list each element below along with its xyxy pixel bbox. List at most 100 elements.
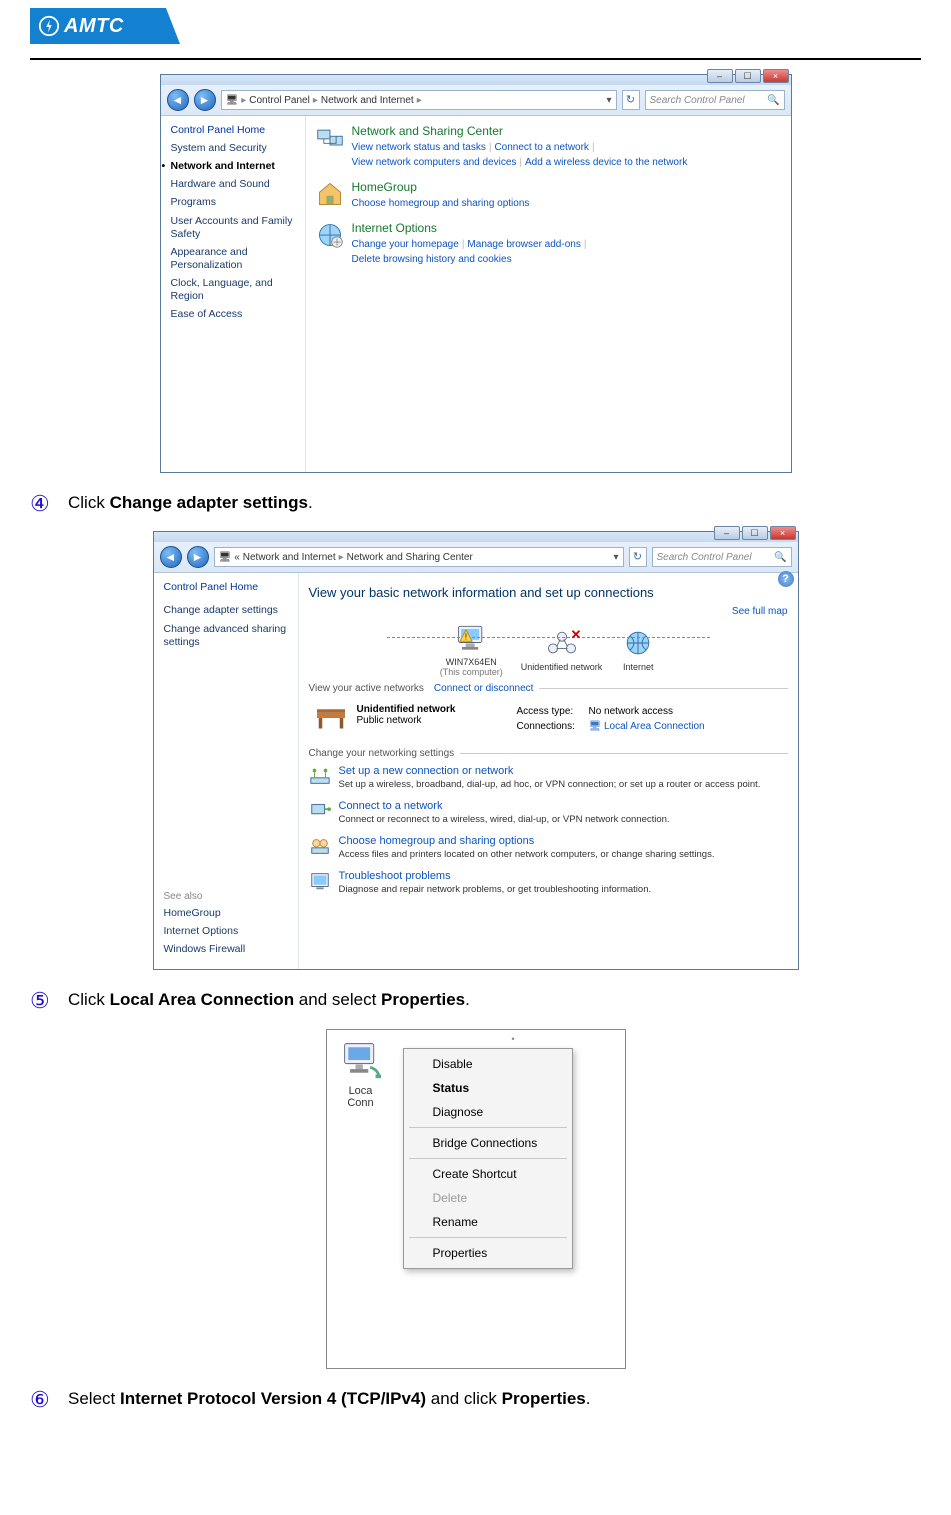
- category-links: Choose homegroup and sharing options: [352, 196, 530, 211]
- connection-icon[interactable]: Loca Conn: [339, 1040, 383, 1109]
- sidebar-item[interactable]: System and Security: [171, 142, 301, 155]
- see-also-link[interactable]: Internet Options: [164, 925, 294, 938]
- help-icon[interactable]: ?: [778, 571, 794, 587]
- task-icon: [309, 800, 331, 822]
- svg-text:!: !: [464, 633, 466, 642]
- task-title[interactable]: Troubleshoot problems: [339, 870, 652, 882]
- menu-item-status[interactable]: Status: [407, 1076, 569, 1100]
- maximize-button[interactable]: ☐: [742, 526, 768, 540]
- content-pane: ? View your basic network information an…: [299, 573, 798, 969]
- menu-item-rename[interactable]: Rename: [407, 1210, 569, 1234]
- task-title[interactable]: Set up a new connection or network: [339, 765, 761, 777]
- task-desc: Diagnose and repair network problems, or…: [339, 884, 652, 897]
- task-desc: Connect or reconnect to a wireless, wire…: [339, 814, 670, 827]
- menu-item-disable[interactable]: Disable: [407, 1052, 569, 1076]
- breadcrumb-seg: «: [234, 552, 240, 563]
- minimize-button[interactable]: –: [707, 69, 733, 83]
- category-row: HomeGroup Choose homegroup and sharing op…: [316, 180, 781, 211]
- task-row: Troubleshoot problems Diagnose and repair…: [309, 870, 788, 897]
- search-icon: 🔍: [774, 552, 786, 563]
- task-title[interactable]: Connect to a network: [339, 800, 670, 812]
- menu-item-diagnose[interactable]: Diagnose: [407, 1100, 569, 1124]
- breadcrumb-seg[interactable]: Network and Internet: [321, 95, 414, 106]
- see-full-map-link[interactable]: See full map: [732, 606, 788, 617]
- section-active-networks: View your active networks Connect or dis…: [309, 683, 788, 694]
- forward-button[interactable]: ►: [187, 546, 209, 568]
- disconnect-icon: ✕: [571, 627, 582, 643]
- category-link[interactable]: View network computers and devices: [352, 157, 517, 168]
- sidebar-item[interactable]: Programs: [171, 196, 301, 209]
- category-link[interactable]: Add a wireless device to the network: [525, 157, 687, 168]
- address-toolbar: ◄ ► 🖥 « Network and Internet ▸ Network a…: [154, 542, 798, 573]
- category-link[interactable]: Connect to a network: [494, 142, 589, 153]
- category-row: Network and Sharing Center View network s…: [316, 124, 781, 170]
- category-link[interactable]: View network status and tasks: [352, 142, 486, 153]
- sidebar-item[interactable]: User Accounts and Family Safety: [171, 215, 301, 241]
- search-icon: 🔍: [767, 95, 779, 106]
- menu-item-create-shortcut[interactable]: Create Shortcut: [407, 1162, 569, 1186]
- menu-item-properties[interactable]: Properties: [407, 1241, 569, 1265]
- screenshot-2: – ☐ × ◄ ► 🖥 « Network and Internet ▸ Net…: [30, 531, 921, 970]
- category-link[interactable]: Manage browser add-ons: [467, 239, 580, 250]
- bench-icon: [313, 704, 349, 732]
- search-input[interactable]: Search Control Panel 🔍: [652, 547, 792, 567]
- sidebar-item[interactable]: Appearance and Personalization: [171, 246, 301, 272]
- category-link[interactable]: Change your homepage: [352, 239, 459, 250]
- search-input[interactable]: Search Control Panel 🔍: [645, 90, 785, 110]
- window-titlebar: – ☐ ×: [154, 532, 798, 542]
- sidebar-item[interactable]: Network and Internet: [171, 160, 301, 173]
- content-pane: Network and Sharing Center View network s…: [306, 116, 791, 472]
- sidebar-item[interactable]: Change advanced sharing settings: [164, 623, 294, 649]
- maximize-button[interactable]: ☐: [735, 69, 761, 83]
- minimize-button[interactable]: –: [714, 526, 740, 540]
- sidebar-item[interactable]: Ease of Access: [171, 308, 301, 321]
- step-number: ⑥: [30, 1387, 68, 1413]
- category-link[interactable]: Delete browsing history and cookies: [352, 254, 512, 265]
- section-change-settings: Change your networking settings: [309, 748, 788, 759]
- task-title[interactable]: Choose homegroup and sharing options: [339, 835, 715, 847]
- screenshot-1: – ☐ × ◄ ► 🖥 ▸ Control Panel ▸ Network an…: [30, 74, 921, 473]
- step-number: ④: [30, 491, 68, 517]
- nsc-icon: [316, 124, 344, 152]
- sidebar-item[interactable]: Hardware and Sound: [171, 178, 301, 191]
- sidebar-header[interactable]: Control Panel Home: [164, 581, 294, 593]
- menu-item-bridge-connections[interactable]: Bridge Connections: [407, 1131, 569, 1155]
- see-also-link[interactable]: Windows Firewall: [164, 943, 294, 956]
- bolt-icon: [38, 15, 60, 37]
- category-links: View network status and tasks|Connect to…: [352, 140, 688, 170]
- category-title[interactable]: Network and Sharing Center: [352, 124, 688, 138]
- refresh-button[interactable]: ↻: [629, 547, 647, 567]
- context-menu: DisableStatusDiagnose Bridge Connections C…: [403, 1048, 573, 1269]
- breadcrumb-seg[interactable]: Control Panel: [249, 95, 310, 106]
- forward-button[interactable]: ►: [194, 89, 216, 111]
- category-link[interactable]: Choose homegroup and sharing options: [352, 198, 530, 209]
- category-title[interactable]: Internet Options: [352, 221, 590, 235]
- see-also-link[interactable]: HomeGroup: [164, 907, 294, 920]
- connect-disconnect-link[interactable]: Connect or disconnect: [424, 683, 534, 694]
- task-icon: [309, 835, 331, 857]
- back-button[interactable]: ◄: [160, 546, 182, 568]
- breadcrumb-seg[interactable]: Network and Internet: [243, 552, 336, 563]
- sidebar-item[interactable]: Clock, Language, and Region: [171, 277, 301, 303]
- back-button[interactable]: ◄: [167, 89, 189, 111]
- sidebar-item[interactable]: Change adapter settings: [164, 604, 294, 617]
- breadcrumb[interactable]: 🖥 ▸ Control Panel ▸ Network and Internet…: [221, 90, 617, 110]
- breadcrumb-seg[interactable]: Network and Sharing Center: [347, 552, 473, 563]
- task-icon: [309, 765, 331, 787]
- see-also-header: See also: [164, 891, 294, 902]
- local-area-connection-link[interactable]: Local Area Connection: [604, 721, 705, 732]
- task-row: Choose homegroup and sharing optionsAcce…: [309, 835, 788, 862]
- address-toolbar: ◄ ► 🖥 ▸ Control Panel ▸ Network and Inte…: [161, 85, 791, 116]
- breadcrumb[interactable]: 🖥 « Network and Internet ▸ Network and S…: [214, 547, 624, 567]
- close-button[interactable]: ×: [763, 69, 789, 83]
- category-row: Internet OptionsChange your homepage|Man…: [316, 221, 781, 267]
- refresh-button[interactable]: ↻: [622, 90, 640, 110]
- step-5: ⑤ Click Local Area Connection and select…: [30, 988, 921, 1014]
- close-button[interactable]: ×: [770, 526, 796, 540]
- category-title[interactable]: HomeGroup: [352, 180, 530, 194]
- step-number: ⑤: [30, 988, 68, 1014]
- sidebar: Control Panel Home System and Security Ne…: [161, 116, 306, 472]
- network-map: WIN7X64EN (This computer) ! ✕ Unidentifi…: [309, 623, 788, 677]
- task-desc: Set up a wireless, broadband, dial-up, a…: [339, 779, 761, 792]
- sidebar-header[interactable]: Control Panel Home: [171, 124, 301, 136]
